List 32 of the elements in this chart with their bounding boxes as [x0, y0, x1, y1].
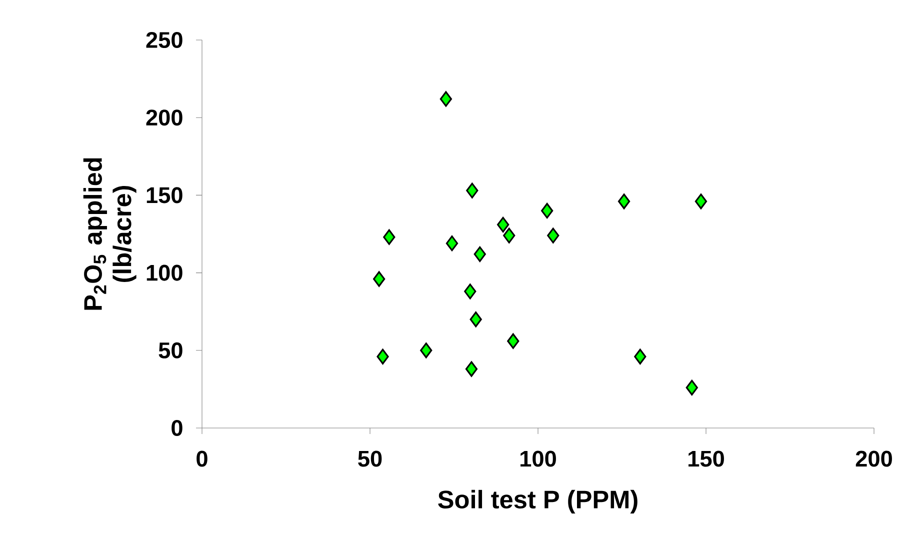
point — [440, 91, 452, 107]
point — [507, 333, 520, 349]
x-axis-title: Soil test P (PPM) — [438, 490, 638, 514]
y-tick-label: 0 — [172, 420, 182, 436]
point — [474, 246, 486, 262]
x-tick-label: 100 — [520, 450, 556, 467]
y-tick-label: 200 — [146, 110, 182, 126]
y-tick-label: 250 — [146, 32, 182, 48]
point — [497, 216, 510, 232]
point — [446, 236, 458, 252]
point — [466, 182, 478, 198]
x-tick-label: 200 — [856, 450, 892, 467]
point — [464, 284, 476, 300]
x-tick-label: 50 — [358, 450, 382, 467]
y-tick-label: 100 — [146, 264, 182, 281]
point — [465, 361, 478, 377]
point — [694, 194, 708, 210]
x-tick-label: 0 — [196, 450, 208, 467]
point — [383, 229, 396, 245]
point — [373, 271, 386, 287]
point — [376, 348, 389, 364]
point — [420, 342, 432, 358]
point — [503, 228, 516, 244]
y-tick-label: 50 — [158, 342, 182, 358]
y-tick-label: 150 — [146, 187, 182, 204]
point — [470, 312, 482, 328]
point — [618, 194, 630, 210]
x-tick-label: 150 — [688, 450, 724, 467]
point — [634, 348, 646, 364]
point — [686, 380, 698, 396]
point — [547, 228, 560, 244]
point — [541, 202, 554, 219]
